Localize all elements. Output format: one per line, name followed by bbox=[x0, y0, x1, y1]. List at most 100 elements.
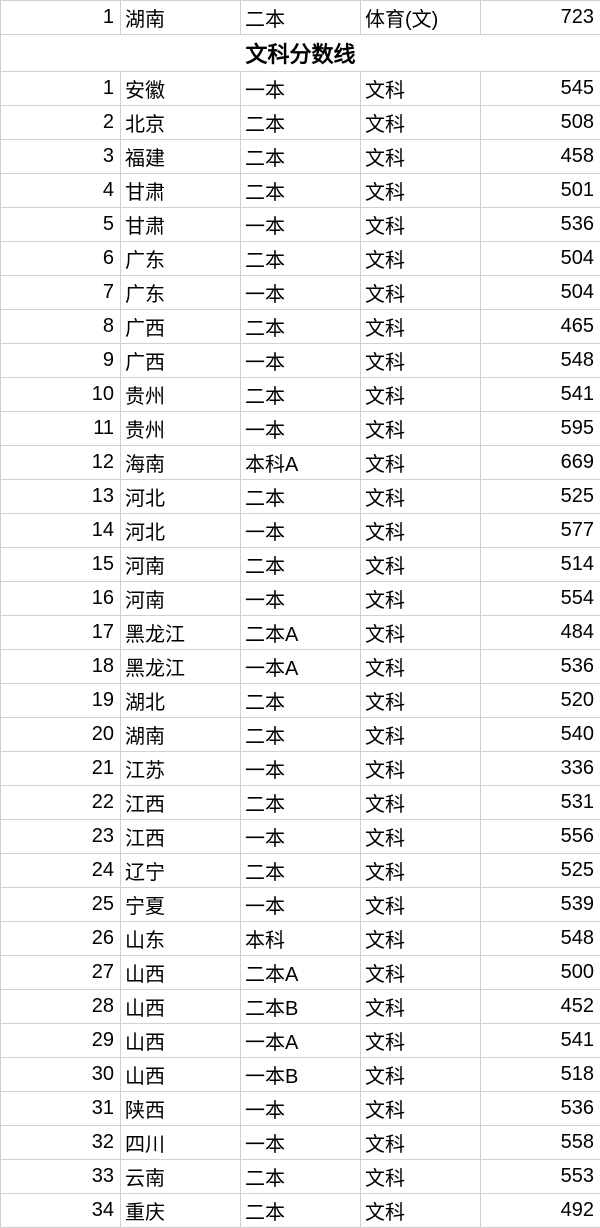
tier-cell: 一本 bbox=[241, 1126, 361, 1160]
score-cell: 553 bbox=[481, 1160, 600, 1194]
tier-cell: 二本 bbox=[241, 718, 361, 752]
province-cell: 湖南 bbox=[121, 1, 241, 35]
score-cell: 558 bbox=[481, 1126, 600, 1160]
tier-cell: 二本A bbox=[241, 616, 361, 650]
tier-cell: 二本 bbox=[241, 480, 361, 514]
row-index: 6 bbox=[1, 242, 121, 276]
row-index: 22 bbox=[1, 786, 121, 820]
province-cell: 甘肃 bbox=[121, 174, 241, 208]
score-cell: 536 bbox=[481, 208, 600, 242]
section-header-row: 文科分数线 bbox=[1, 35, 600, 72]
score-cell: 501 bbox=[481, 174, 600, 208]
subject-cell: 文科 bbox=[361, 344, 481, 378]
row-index: 8 bbox=[1, 310, 121, 344]
score-cell: 458 bbox=[481, 140, 600, 174]
tier-cell: 二本 bbox=[241, 684, 361, 718]
table-row: 29山西一本A文科541 bbox=[1, 1024, 600, 1058]
tier-cell: 一本A bbox=[241, 650, 361, 684]
table-row: 11贵州一本文科595 bbox=[1, 412, 600, 446]
province-cell: 黑龙江 bbox=[121, 650, 241, 684]
province-cell: 湖南 bbox=[121, 718, 241, 752]
table-row: 34重庆二本文科492 bbox=[1, 1194, 600, 1228]
tier-cell: 一本 bbox=[241, 276, 361, 310]
row-index: 5 bbox=[1, 208, 121, 242]
row-index: 34 bbox=[1, 1194, 121, 1228]
tier-cell: 一本 bbox=[241, 208, 361, 242]
row-index: 32 bbox=[1, 1126, 121, 1160]
province-cell: 重庆 bbox=[121, 1194, 241, 1228]
province-cell: 河北 bbox=[121, 480, 241, 514]
score-cell: 545 bbox=[481, 72, 600, 106]
subject-cell: 文科 bbox=[361, 718, 481, 752]
row-index: 20 bbox=[1, 718, 121, 752]
subject-cell: 文科 bbox=[361, 446, 481, 480]
province-cell: 河南 bbox=[121, 548, 241, 582]
row-index: 10 bbox=[1, 378, 121, 412]
subject-cell: 文科 bbox=[361, 548, 481, 582]
score-cell: 723 bbox=[481, 1, 600, 35]
score-cell: 525 bbox=[481, 854, 600, 888]
subject-cell: 文科 bbox=[361, 684, 481, 718]
table-row: 31陕西一本文科536 bbox=[1, 1092, 600, 1126]
table-row: 28山西二本B文科452 bbox=[1, 990, 600, 1024]
score-cell: 556 bbox=[481, 820, 600, 854]
score-cell: 514 bbox=[481, 548, 600, 582]
province-cell: 贵州 bbox=[121, 378, 241, 412]
table-row: 25宁夏一本文科539 bbox=[1, 888, 600, 922]
tier-cell: 本科 bbox=[241, 922, 361, 956]
score-cell: 484 bbox=[481, 616, 600, 650]
table-row: 1湖南二本体育(文)723 bbox=[1, 1, 600, 35]
tier-cell: 二本 bbox=[241, 854, 361, 888]
province-cell: 江苏 bbox=[121, 752, 241, 786]
score-cell: 548 bbox=[481, 922, 600, 956]
subject-cell: 文科 bbox=[361, 888, 481, 922]
row-index: 17 bbox=[1, 616, 121, 650]
subject-cell: 文科 bbox=[361, 310, 481, 344]
row-index: 27 bbox=[1, 956, 121, 990]
province-cell: 贵州 bbox=[121, 412, 241, 446]
score-cell: 531 bbox=[481, 786, 600, 820]
table-row: 14河北一本文科577 bbox=[1, 514, 600, 548]
subject-cell: 文科 bbox=[361, 990, 481, 1024]
province-cell: 辽宁 bbox=[121, 854, 241, 888]
tier-cell: 二本B bbox=[241, 990, 361, 1024]
row-index: 21 bbox=[1, 752, 121, 786]
table-row: 21江苏一本文科336 bbox=[1, 752, 600, 786]
province-cell: 湖北 bbox=[121, 684, 241, 718]
row-index: 28 bbox=[1, 990, 121, 1024]
subject-cell: 体育(文) bbox=[361, 1, 481, 35]
tier-cell: 二本 bbox=[241, 1194, 361, 1228]
tier-cell: 一本 bbox=[241, 820, 361, 854]
table-row: 10贵州二本文科541 bbox=[1, 378, 600, 412]
row-index: 23 bbox=[1, 820, 121, 854]
tier-cell: 一本A bbox=[241, 1024, 361, 1058]
subject-cell: 文科 bbox=[361, 242, 481, 276]
score-cell: 554 bbox=[481, 582, 600, 616]
row-index: 29 bbox=[1, 1024, 121, 1058]
province-cell: 广东 bbox=[121, 276, 241, 310]
score-cell: 525 bbox=[481, 480, 600, 514]
row-index: 33 bbox=[1, 1160, 121, 1194]
subject-cell: 文科 bbox=[361, 854, 481, 888]
table-row: 32四川一本文科558 bbox=[1, 1126, 600, 1160]
row-index: 1 bbox=[1, 72, 121, 106]
score-cell: 492 bbox=[481, 1194, 600, 1228]
table-row: 15河南二本文科514 bbox=[1, 548, 600, 582]
tier-cell: 二本 bbox=[241, 310, 361, 344]
province-cell: 山西 bbox=[121, 956, 241, 990]
score-cell: 500 bbox=[481, 956, 600, 990]
province-cell: 海南 bbox=[121, 446, 241, 480]
score-cell: 520 bbox=[481, 684, 600, 718]
province-cell: 广西 bbox=[121, 310, 241, 344]
row-index: 30 bbox=[1, 1058, 121, 1092]
row-index: 7 bbox=[1, 276, 121, 310]
province-cell: 河南 bbox=[121, 582, 241, 616]
tier-cell: 本科A bbox=[241, 446, 361, 480]
row-index: 9 bbox=[1, 344, 121, 378]
score-cell: 508 bbox=[481, 106, 600, 140]
province-cell: 福建 bbox=[121, 140, 241, 174]
row-index: 18 bbox=[1, 650, 121, 684]
row-index: 26 bbox=[1, 922, 121, 956]
score-cell: 539 bbox=[481, 888, 600, 922]
score-cell: 536 bbox=[481, 1092, 600, 1126]
